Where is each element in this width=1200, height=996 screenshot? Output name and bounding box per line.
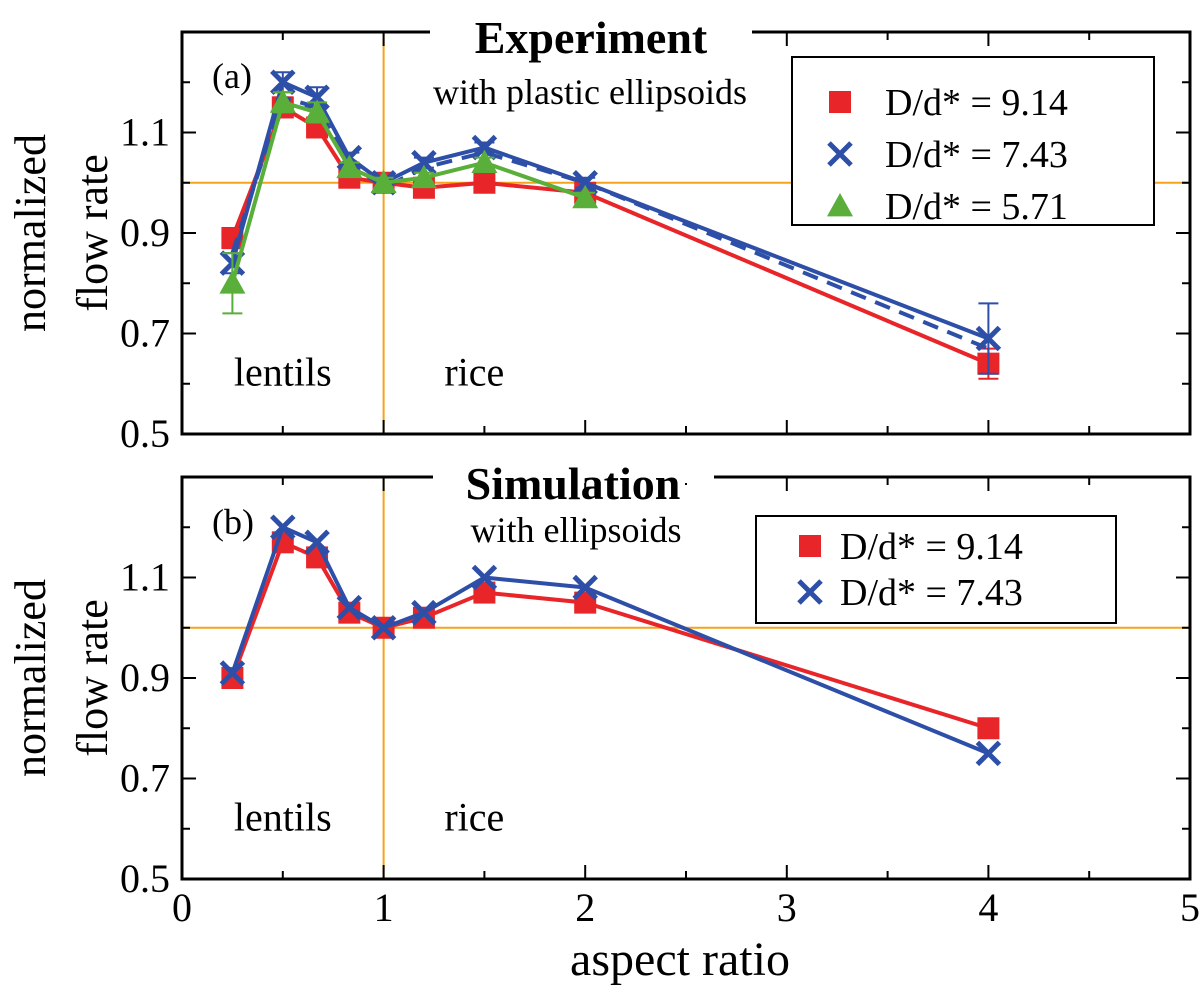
x-tick-label: 4 [978,885,998,930]
y-tick-label: 0.5 [120,856,170,901]
legend: D/d* = 9.14D/d* = 7.43 [755,515,1117,624]
y-tick-label: 0.5 [120,411,170,456]
data-point [219,660,246,686]
y-axis-label: normalized [6,134,55,332]
x-tick-label: 2 [575,885,595,930]
panel-subtitle: with ellipsoids [470,510,681,550]
y-tick-label: 0.7 [120,756,170,801]
series-3 [219,89,599,315]
title-gap [430,26,752,38]
panel-label: (b) [212,502,254,542]
data-point [336,154,363,179]
data-point [370,169,397,194]
data-point [304,529,330,556]
series-1 [219,514,1002,767]
panel-a: 0.5 0.7 0.9 1.1 normalized flow rate lentils ri… [6,12,1192,456]
series-2 [230,95,990,351]
legend-marker [827,141,853,167]
legend-label: D/d* = 9.14 [840,526,1023,568]
x-tick-label: 1 [374,885,394,930]
data-point [572,574,598,601]
y-axis-label: flow rate [68,154,117,312]
data-point [338,601,361,624]
x-tick-label: 0 [172,885,192,930]
data-point [977,717,1000,740]
panel-title: Experiment [475,12,708,63]
x-tick-label: 5 [1180,885,1200,930]
data-point [572,169,598,196]
data-point [473,171,496,194]
region-label: lentils [234,795,332,840]
legend-marker [799,535,821,557]
data-point [473,581,496,604]
y-axis-label: flow rate [68,599,117,757]
y-tick-label: 0.7 [120,311,170,356]
legend-label: D/d* = 7.43 [840,572,1023,614]
data-point [411,599,437,626]
y-tick-label: 0.9 [120,210,170,255]
data-point [269,89,296,113]
data-point [975,740,1002,767]
y-tick-label: 1.1 [120,110,170,155]
legend-box [755,515,1117,624]
data-point [410,164,437,189]
y-axis-label: normalized [6,579,55,777]
data-point [336,594,363,621]
data-point [471,564,498,591]
panel-subtitle: with plastic ellipsoids [433,72,747,112]
data-point [412,606,435,629]
data-point [270,69,296,96]
legend: D/d* = 9.14 D/d* = 7.43 D/d* = 5.71 [791,56,1155,228]
legend-label: D/d* = 9.14 [885,82,1068,124]
x-tick-label: 3 [777,885,797,930]
y-tick-label: 1.1 [120,555,170,600]
panel-b: 0.5 0.7 0.9 1.1 0 1 2 3 4 5 normalized flow rate len… [6,458,1200,986]
legend-marker [797,579,823,605]
y-tick-label: 0.9 [120,655,170,700]
panel-label: (a) [212,56,252,96]
data-point [471,149,498,174]
data-point [572,184,599,209]
series-line [230,100,586,284]
legend-label: D/d* = 7.43 [885,134,1068,176]
title-gap [433,471,714,483]
region-label: lentils [234,350,332,395]
legend-box [791,56,1155,226]
data-point [219,270,246,294]
legend-label: D/d* = 5.71 [885,186,1068,228]
data-point [304,99,331,123]
series-line [230,95,990,351]
data-point [270,514,296,541]
legend-marker [827,193,853,217]
region-label: rice [444,350,504,395]
x-axis-label: aspect ratio [570,933,790,986]
data-point [574,591,597,614]
region-label: rice [444,795,504,840]
panel-title: Simulation [466,458,681,509]
data-point [370,614,397,641]
legend-marker [829,91,851,113]
data-point [221,667,244,689]
